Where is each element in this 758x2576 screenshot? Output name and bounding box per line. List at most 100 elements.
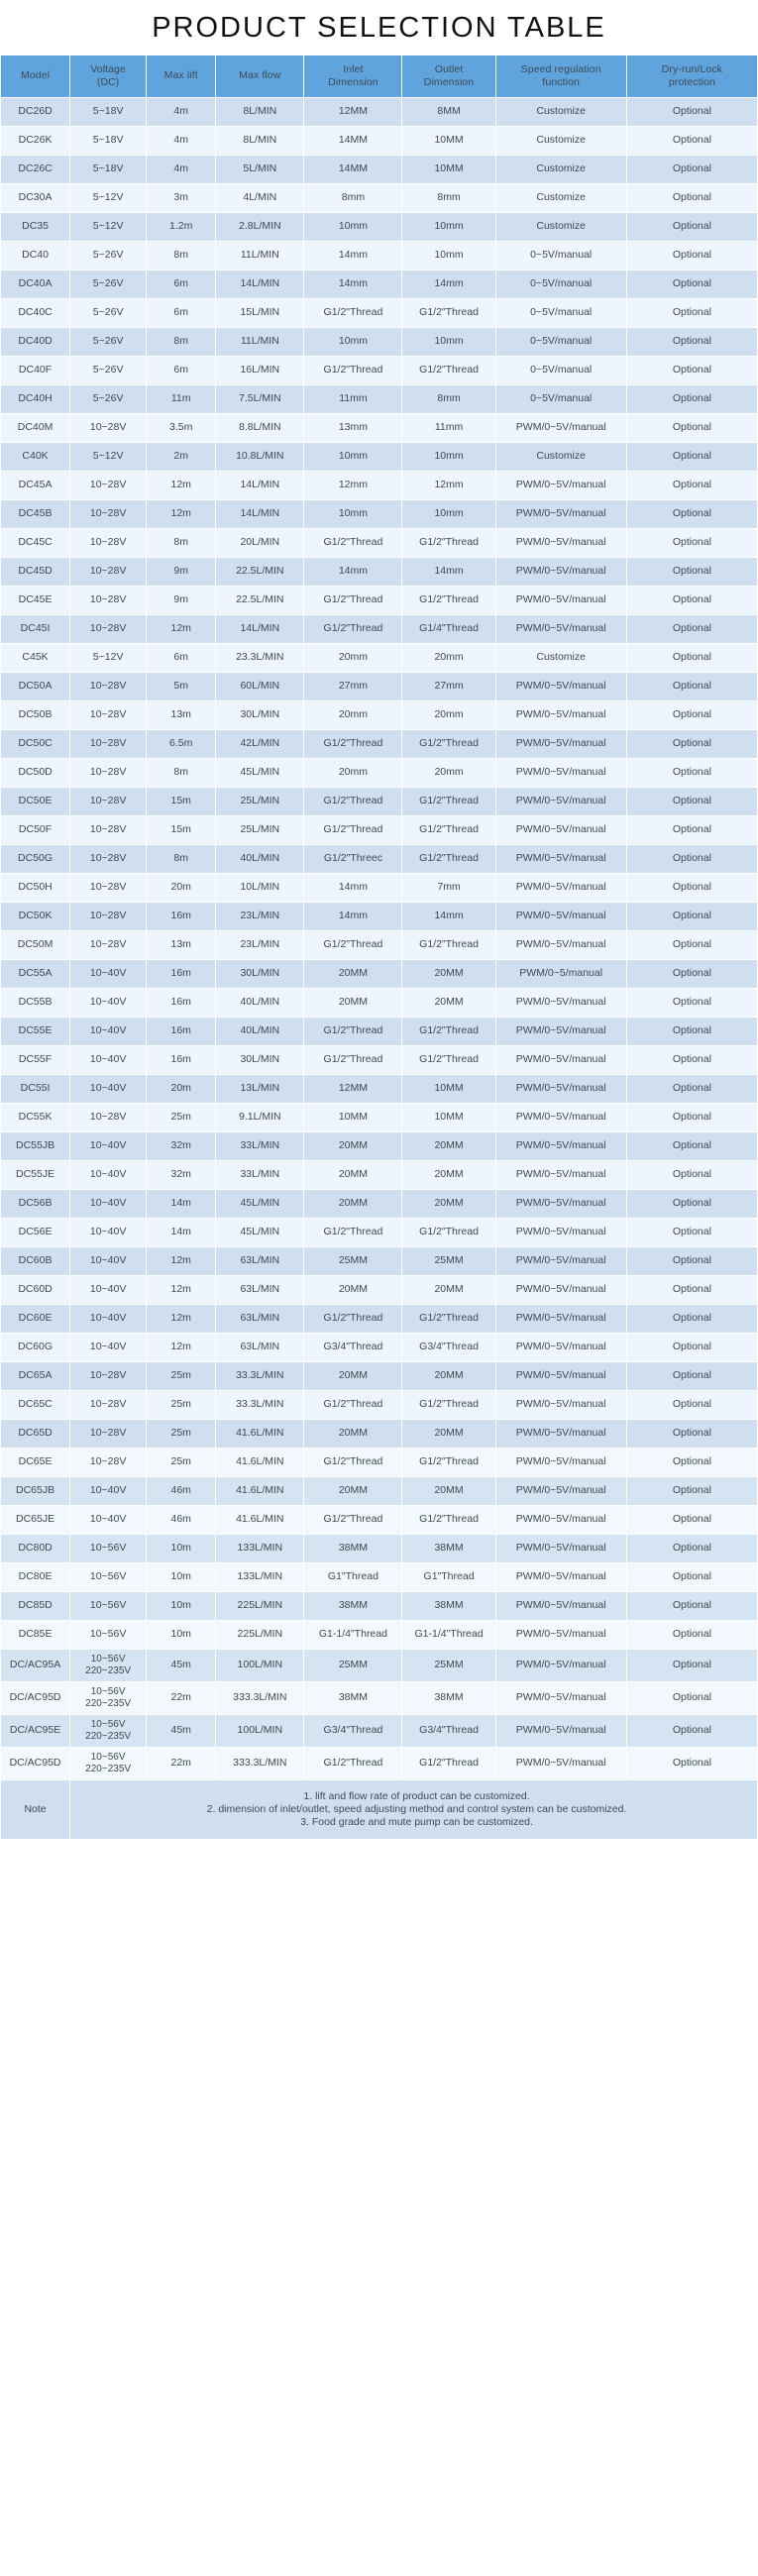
cell-protection: Optional (626, 1535, 757, 1562)
cell-protection: Optional (626, 1247, 757, 1275)
cell-outlet: 10mm (402, 213, 495, 241)
cell-speed: PWM/0~5V/manual (495, 1420, 626, 1448)
cell-voltage: 10~56V (70, 1621, 147, 1649)
cell-protection: Optional (626, 1362, 757, 1390)
cell-max-lift: 10m (147, 1563, 216, 1591)
cell-protection: Optional (626, 242, 757, 269)
cell-model: DC26C (1, 156, 70, 183)
cell-outlet: 27mm (402, 673, 495, 700)
cell-inlet: G1/2"Thread (304, 1506, 402, 1534)
cell-max-flow: 22.5L/MIN (216, 558, 304, 586)
cell-model: DC45I (1, 615, 70, 643)
table-row: DC/AC95E 10~56V 220~235V 45m 100L/MIN G3/4"Th… (1, 1715, 757, 1747)
cell-protection: Optional (626, 127, 757, 155)
cell-outlet: 11mm (402, 414, 495, 442)
cell-model: DC40H (1, 385, 70, 413)
cell-outlet: 20mm (402, 644, 495, 672)
cell-inlet: 10mm (304, 443, 402, 471)
table-row: DC55JE 10~40V 32m 33L/MIN 20MM 20MM PWM/0~5V/m… (1, 1161, 757, 1189)
table-body: DC26D 5~18V 4m 8L/MIN 12MM 8MM Customize Option… (1, 98, 757, 1779)
cell-max-lift: 45m (147, 1715, 216, 1747)
cell-inlet: G1/2"Thread (304, 615, 402, 643)
cell-max-lift: 8m (147, 845, 216, 873)
table-footer: Note 1. lift and flow rate of product ca… (1, 1780, 757, 1840)
cell-speed: PWM/0~5V/manual (495, 1276, 626, 1304)
cell-protection: Optional (626, 500, 757, 528)
cell-voltage: 5~12V (70, 644, 147, 672)
cell-max-lift: 8m (147, 529, 216, 557)
cell-outlet: 10MM (402, 1075, 495, 1103)
cell-outlet: G1/2"Thread (402, 1305, 495, 1333)
cell-model: DC40 (1, 242, 70, 269)
cell-protection: Optional (626, 587, 757, 614)
cell-max-lift: 16m (147, 903, 216, 930)
cell-speed: PWM/0~5V/manual (495, 788, 626, 815)
cell-protection: Optional (626, 1046, 757, 1074)
cell-max-flow: 63L/MIN (216, 1247, 304, 1275)
cell-protection: Optional (626, 701, 757, 729)
cell-max-flow: 23L/MIN (216, 931, 304, 959)
cell-inlet: 11mm (304, 385, 402, 413)
cell-max-lift: 12m (147, 1334, 216, 1361)
cell-speed: PWM/0~5V/manual (495, 1219, 626, 1246)
cell-max-lift: 16m (147, 1018, 216, 1045)
cell-voltage: 10~28V (70, 845, 147, 873)
cell-protection: Optional (626, 1506, 757, 1534)
cell-max-flow: 15L/MIN (216, 299, 304, 327)
cell-protection: Optional (626, 443, 757, 471)
cell-outlet: G1/2"Thread (402, 931, 495, 959)
cell-model: DC50H (1, 874, 70, 902)
cell-model: DC/AC95D (1, 1682, 70, 1714)
cell-max-lift: 8m (147, 759, 216, 787)
cell-protection: Optional (626, 1449, 757, 1476)
cell-inlet: 38MM (304, 1682, 402, 1714)
cell-max-flow: 40L/MIN (216, 1018, 304, 1045)
cell-max-flow: 333.3L/MIN (216, 1682, 304, 1714)
cell-voltage: 10~40V (70, 1477, 147, 1505)
table-row: DC40C 5~26V 6m 15L/MIN G1/2"Thread G1/2"Threa… (1, 299, 757, 327)
column-header-max-lift: Max lift (147, 55, 216, 97)
cell-max-lift: 25m (147, 1420, 216, 1448)
cell-max-flow: 2.8L/MIN (216, 213, 304, 241)
cell-outlet: 20mm (402, 759, 495, 787)
table-row: DC50E 10~28V 15m 25L/MIN G1/2"Thread G1/2"Thr… (1, 788, 757, 815)
cell-inlet: 27mm (304, 673, 402, 700)
cell-protection: Optional (626, 357, 757, 384)
cell-outlet: G3/4"Thread (402, 1715, 495, 1747)
cell-max-lift: 9m (147, 558, 216, 586)
cell-voltage: 10~56V 220~235V (70, 1715, 147, 1747)
cell-voltage: 10~40V (70, 1075, 147, 1103)
cell-max-lift: 4m (147, 127, 216, 155)
cell-protection: Optional (626, 184, 757, 212)
cell-max-lift: 16m (147, 960, 216, 988)
cell-speed: 0~5V/manual (495, 385, 626, 413)
cell-max-lift: 6m (147, 270, 216, 298)
cell-max-lift: 14m (147, 1190, 216, 1218)
table-row: DC50H 10~28V 20m 10L/MIN 14mm 7mm PWM/0~5V/man… (1, 874, 757, 902)
cell-speed: PWM/0~5V/manual (495, 615, 626, 643)
cell-voltage: 10~40V (70, 1334, 147, 1361)
cell-speed: PWM/0~5V/manual (495, 500, 626, 528)
cell-model: DC50M (1, 931, 70, 959)
cell-voltage: 5~12V (70, 443, 147, 471)
table-row: DC26K 5~18V 4m 8L/MIN 14MM 10MM Customize Optio… (1, 127, 757, 155)
cell-outlet: G3/4"Thread (402, 1334, 495, 1361)
cell-max-flow: 10.8L/MIN (216, 443, 304, 471)
cell-model: DC/AC95A (1, 1650, 70, 1681)
cell-inlet: 20mm (304, 759, 402, 787)
cell-max-flow: 41.6L/MIN (216, 1477, 304, 1505)
cell-voltage: 10~28V (70, 1104, 147, 1131)
cell-max-lift: 46m (147, 1506, 216, 1534)
cell-inlet: 10mm (304, 213, 402, 241)
cell-max-lift: 9m (147, 587, 216, 614)
cell-speed: Customize (495, 443, 626, 471)
cell-protection: Optional (626, 1650, 757, 1681)
cell-max-flow: 60L/MIN (216, 673, 304, 700)
cell-max-flow: 41.6L/MIN (216, 1506, 304, 1534)
cell-max-lift: 6m (147, 357, 216, 384)
cell-voltage: 5~18V (70, 98, 147, 126)
cell-outlet: 20MM (402, 1132, 495, 1160)
cell-inlet: 20MM (304, 1276, 402, 1304)
cell-model: DC45C (1, 529, 70, 557)
cell-voltage: 10~28V (70, 1449, 147, 1476)
